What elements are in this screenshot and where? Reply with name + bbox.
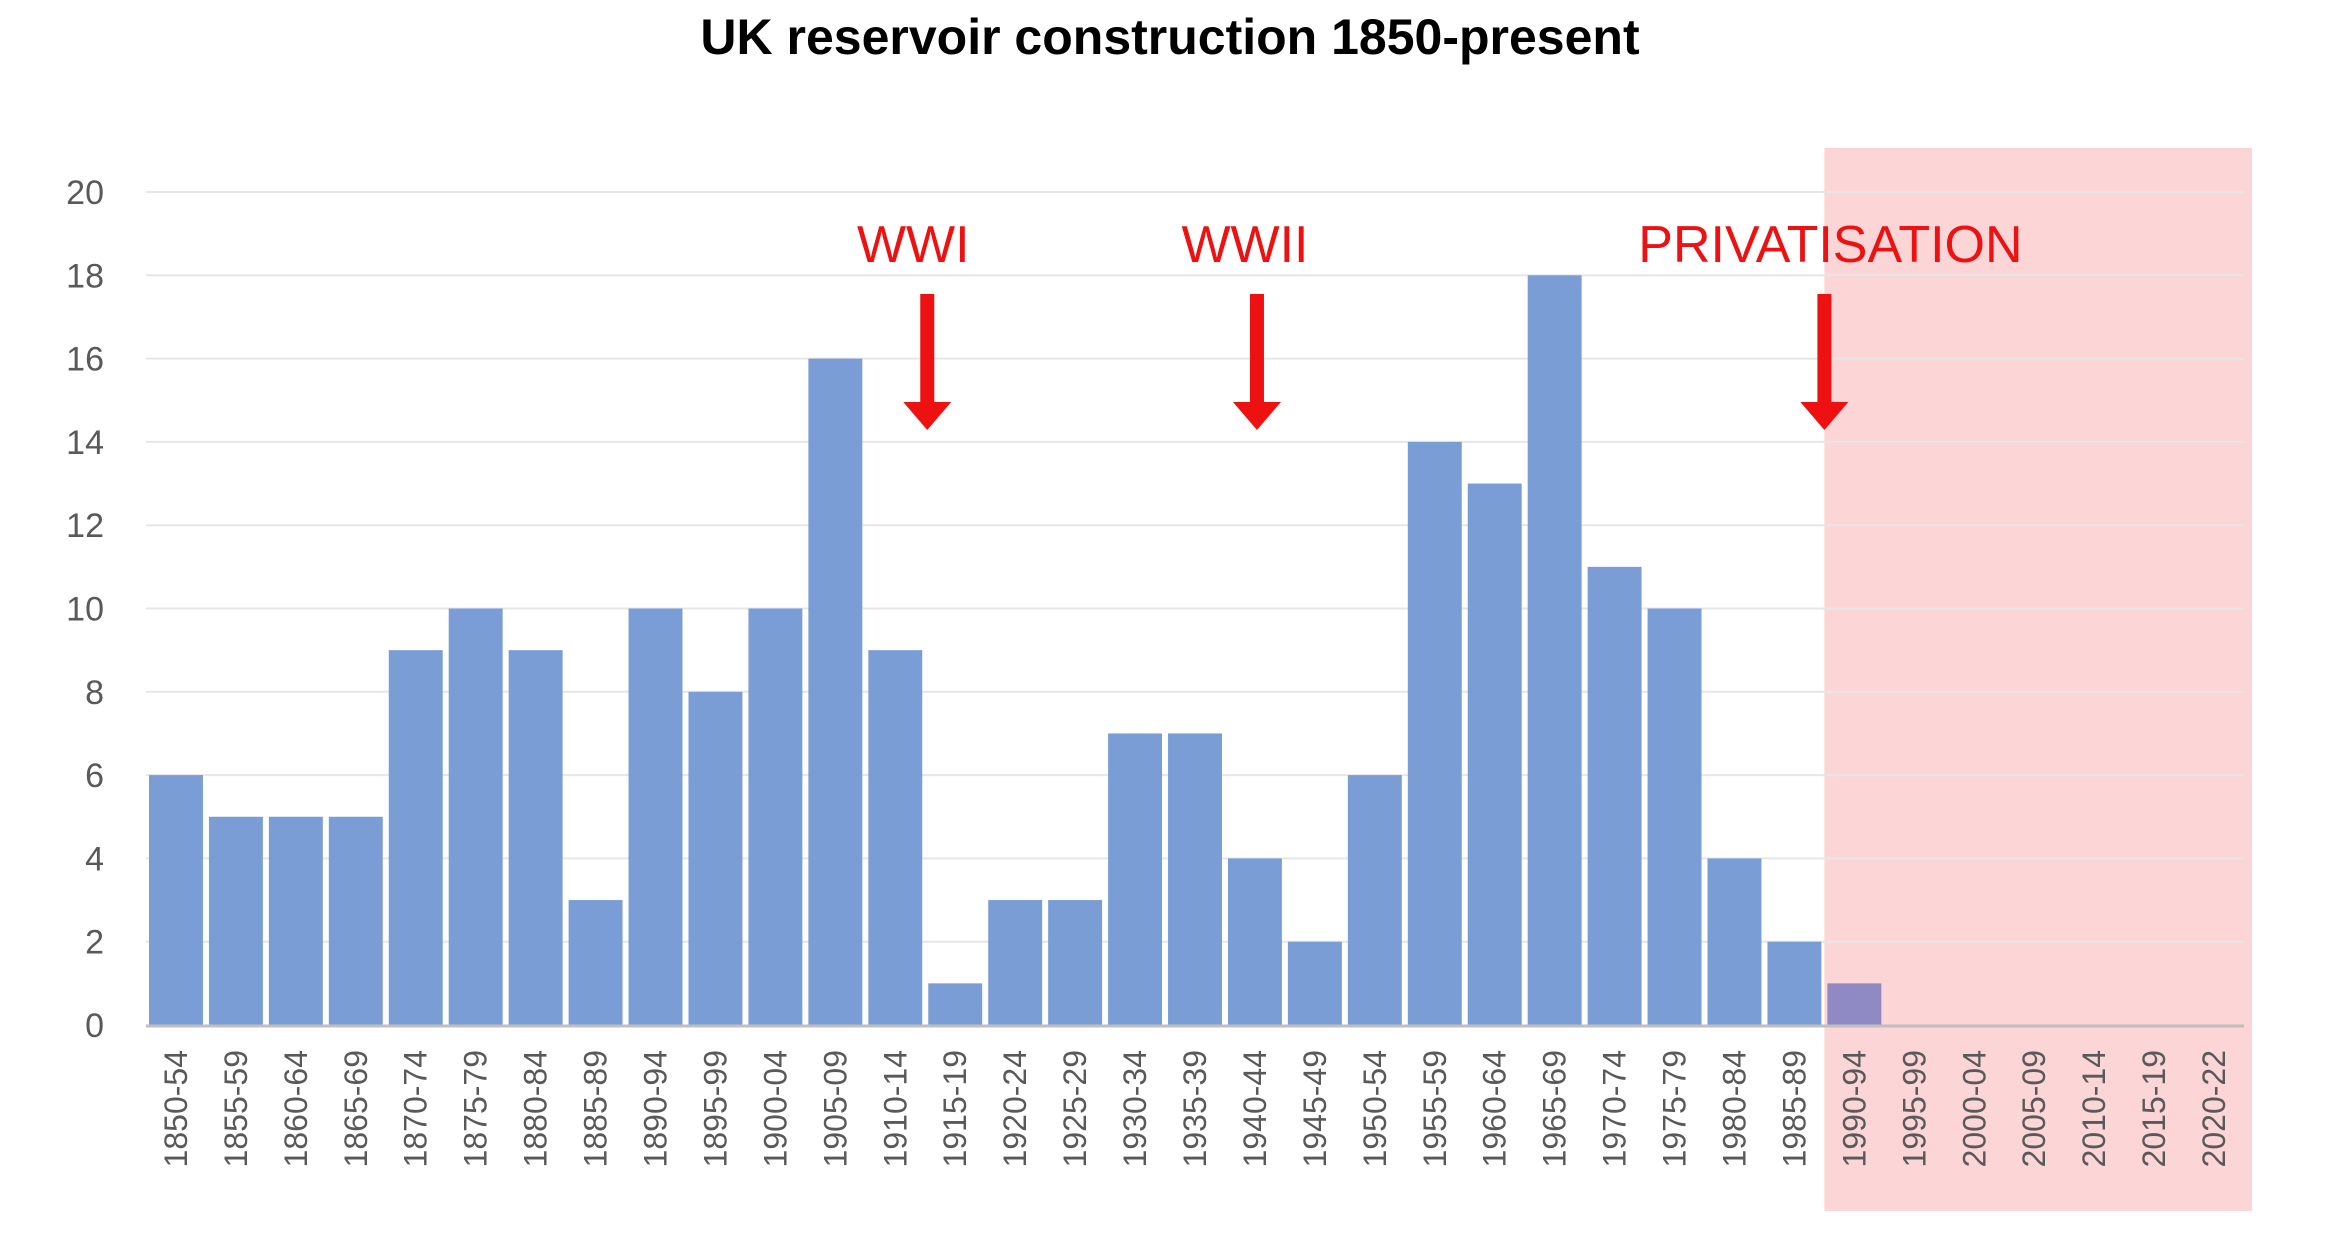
x-tick-label: 1895-99 xyxy=(697,1050,733,1167)
x-tick-label: 1900-04 xyxy=(757,1050,793,1167)
y-tick-label: 18 xyxy=(66,257,104,295)
annotation-arrow-shaft xyxy=(1817,294,1832,406)
shaded-region xyxy=(1824,148,2252,1211)
x-tick-label: 1885-89 xyxy=(578,1050,614,1167)
x-tick-label: 1975-79 xyxy=(1657,1050,1693,1167)
x-tick-label: 1920-24 xyxy=(997,1050,1033,1167)
bar-1915-19 xyxy=(928,983,983,1025)
bar-1890-94 xyxy=(628,608,683,1025)
x-tick-label: 1995-99 xyxy=(1896,1050,1932,1167)
bar-1945-49 xyxy=(1287,941,1342,1025)
x-tick-label: 1910-14 xyxy=(877,1050,913,1167)
x-tick-label: 1950-54 xyxy=(1357,1050,1393,1167)
y-tick-label: 6 xyxy=(85,757,104,795)
bar-1850-54 xyxy=(149,775,203,1025)
y-tick-label: 14 xyxy=(66,424,104,462)
bar-1940-44 xyxy=(1227,858,1282,1025)
annotation-label: WWI xyxy=(857,216,970,274)
x-tick-label: 1870-74 xyxy=(398,1050,434,1167)
x-tick-label: 1865-69 xyxy=(338,1050,374,1167)
bar-1885-89 xyxy=(568,900,623,1025)
bar-1855-59 xyxy=(208,816,263,1025)
y-tick-label: 4 xyxy=(85,840,104,878)
annotation-arrow-shaft xyxy=(920,294,935,406)
chart-title: UK reservoir construction 1850-present xyxy=(700,9,1640,65)
x-tick-label: 1925-29 xyxy=(1057,1050,1093,1167)
x-tick-label: 1955-59 xyxy=(1417,1050,1453,1167)
bar-1965-69 xyxy=(1527,275,1582,1025)
x-tick-label: 1930-34 xyxy=(1117,1050,1153,1167)
bar-1900-04 xyxy=(748,608,803,1025)
y-tick-label: 16 xyxy=(66,341,104,379)
bar-1875-79 xyxy=(448,608,503,1025)
x-tick-label: 1960-64 xyxy=(1477,1050,1513,1167)
x-tick-label: 1860-64 xyxy=(278,1050,314,1167)
y-tick-label: 10 xyxy=(66,591,104,629)
x-tick-label: 1855-59 xyxy=(218,1050,254,1167)
y-tick-label: 12 xyxy=(66,507,104,545)
x-tick-label: 2020-22 xyxy=(2196,1050,2232,1167)
x-tick-label: 1880-84 xyxy=(518,1050,554,1167)
bar-1905-09 xyxy=(808,358,863,1026)
bar-1985-89 xyxy=(1767,941,1822,1025)
bar-1930-34 xyxy=(1108,733,1163,1025)
x-tick-label: 1915-19 xyxy=(937,1050,973,1167)
bar-1970-74 xyxy=(1587,566,1642,1025)
annotation-label: PRIVATISATION xyxy=(1638,216,2022,274)
x-tick-label: 1965-69 xyxy=(1537,1050,1573,1167)
annotation-label: WWII xyxy=(1181,216,1308,274)
x-tick-label: 1970-74 xyxy=(1597,1050,1633,1167)
x-tick-label: 2005-09 xyxy=(2016,1050,2052,1167)
x-tick-label: 1940-44 xyxy=(1237,1050,1273,1167)
bar-1950-54 xyxy=(1347,775,1402,1025)
x-tick-label: 1980-84 xyxy=(1716,1050,1752,1167)
x-tick-label: 1850-54 xyxy=(158,1050,194,1167)
bar-1960-64 xyxy=(1467,483,1522,1025)
bar-1955-59 xyxy=(1407,441,1462,1025)
bar-1895-99 xyxy=(688,691,743,1025)
x-tick-label: 1875-79 xyxy=(458,1050,494,1167)
annotation-arrow-head xyxy=(1800,402,1849,430)
x-tick-label: 2015-19 xyxy=(2136,1050,2172,1167)
bar-1920-24 xyxy=(988,900,1043,1025)
bar-1925-29 xyxy=(1048,900,1103,1025)
bar-1990-94 xyxy=(1827,983,1882,1025)
bar-1975-79 xyxy=(1647,608,1702,1025)
annotation-arrow-head xyxy=(1232,402,1281,430)
annotation-arrow-shaft xyxy=(1249,294,1264,406)
x-tick-label: 1890-94 xyxy=(638,1050,674,1167)
x-tick-label: 2000-04 xyxy=(1956,1050,1992,1167)
bar-1880-84 xyxy=(508,650,563,1025)
x-tick-label: 1905-09 xyxy=(817,1050,853,1167)
bar-1870-74 xyxy=(388,650,443,1025)
x-tick-label: 1990-94 xyxy=(1836,1050,1872,1167)
y-tick-label: 20 xyxy=(66,174,104,212)
y-tick-label: 8 xyxy=(85,674,104,712)
x-tick-label: 1935-39 xyxy=(1177,1050,1213,1167)
bar-1910-14 xyxy=(868,650,923,1025)
bar-1860-64 xyxy=(268,816,323,1025)
bar-1865-69 xyxy=(328,816,383,1025)
y-tick-label: 0 xyxy=(85,1007,104,1045)
x-tick-label: 1945-49 xyxy=(1297,1050,1333,1167)
x-tick-label: 2010-14 xyxy=(2076,1050,2112,1167)
y-tick-label: 2 xyxy=(85,924,104,962)
bar-1935-39 xyxy=(1168,733,1222,1025)
x-tick-label: 1985-89 xyxy=(1776,1050,1812,1167)
bar-1980-84 xyxy=(1707,858,1762,1025)
annotation-arrow-head xyxy=(903,402,952,430)
